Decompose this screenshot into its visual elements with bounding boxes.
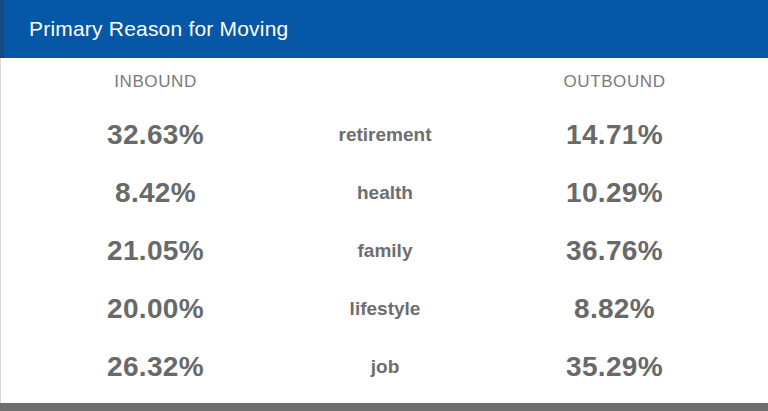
- outbound-value: 35.29%: [460, 351, 768, 383]
- outbound-value: 14.71%: [460, 119, 768, 151]
- table-row-family: 21.05% family 36.76%: [1, 222, 768, 280]
- inbound-column-header: INBOUND: [1, 72, 310, 92]
- inbound-value: 20.00%: [1, 293, 310, 325]
- column-header-row: INBOUND OUTBOUND: [1, 58, 768, 106]
- reason-label: lifestyle: [310, 298, 460, 320]
- data-rows: 32.63% retirement 14.71% 8.42% health 10…: [1, 106, 768, 396]
- bottom-spacer: [1, 396, 768, 403]
- table-row-lifestyle: 20.00% lifestyle 8.82%: [1, 280, 768, 338]
- inbound-value: 8.42%: [1, 177, 310, 209]
- card-header: Primary Reason for Moving: [0, 0, 768, 58]
- reason-label: family: [310, 240, 460, 262]
- reason-label: retirement: [310, 124, 460, 146]
- primary-reason-card: Primary Reason for Moving INBOUND OUTBOU…: [0, 0, 768, 411]
- reason-label: job: [310, 356, 460, 378]
- outbound-value: 8.82%: [460, 293, 768, 325]
- outbound-value: 36.76%: [460, 235, 768, 267]
- inbound-value: 21.05%: [1, 235, 310, 267]
- table-row-job: 26.32% job 35.29%: [1, 338, 768, 396]
- inbound-value: 26.32%: [1, 351, 310, 383]
- table-row-health: 8.42% health 10.29%: [1, 164, 768, 222]
- bottom-bar: [0, 403, 768, 411]
- card-title: Primary Reason for Moving: [4, 17, 288, 41]
- inbound-value: 32.63%: [1, 119, 310, 151]
- outbound-value: 10.29%: [460, 177, 768, 209]
- table-row-retirement: 32.63% retirement 14.71%: [1, 106, 768, 164]
- outbound-column-header: OUTBOUND: [460, 72, 768, 92]
- reason-label: health: [310, 182, 460, 204]
